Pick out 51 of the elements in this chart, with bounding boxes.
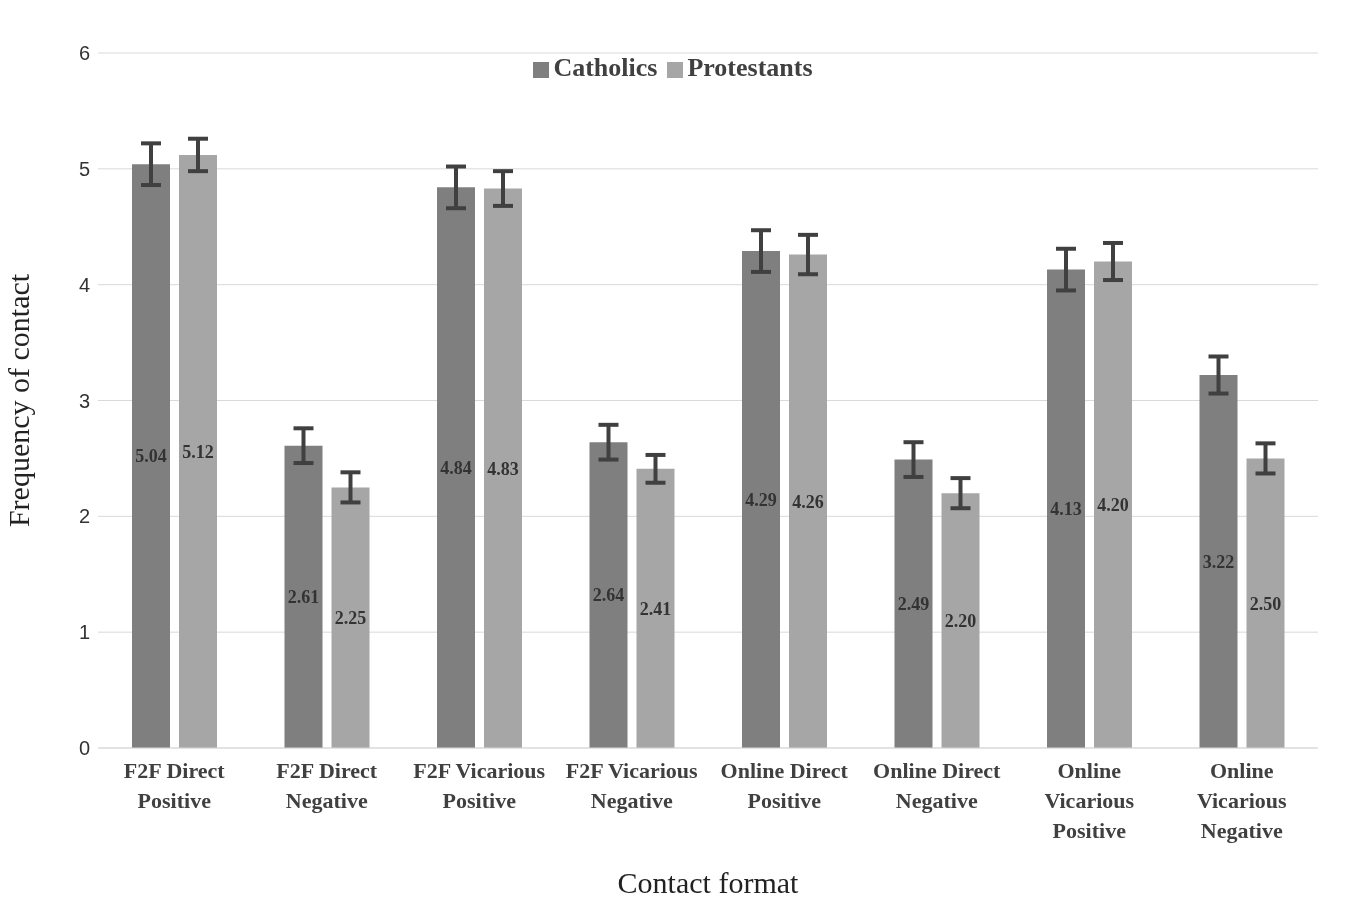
data-label: 2.49 [897,594,930,615]
bar [484,188,522,748]
data-label: 5.12 [182,441,214,462]
y-tick-label: 3 [78,389,90,412]
data-label: 2.25 [334,608,367,629]
bar [742,251,780,748]
bar [331,487,370,748]
y-tick-label: 5 [78,157,90,180]
bar [941,493,980,748]
x-tick-label: F2F Direct Positive [123,758,226,813]
bar [636,468,675,748]
legend-label: Catholics [553,53,658,82]
x-axis-title: Contact format [617,866,800,899]
bar [284,445,323,748]
data-label: 4.29 [745,489,777,510]
bar [179,154,217,748]
x-tick-label: F2F Vicarious Negative [565,758,699,813]
y-tick-label: 0 [78,737,90,760]
data-label: 2.61 [287,587,320,608]
bar [1199,375,1238,748]
bar [789,254,827,748]
legend-label: Protestants [687,53,813,82]
y-tick-label: 2 [78,505,90,528]
y-tick-label: 4 [78,273,90,296]
data-label: 4.26 [792,491,824,512]
data-label: 2.50 [1249,593,1282,614]
x-tick-label: F2F Vicarious Positive [413,758,546,813]
data-label: 4.83 [487,458,519,479]
x-tick-label: Online Direct Positive [720,758,849,813]
y-tick-label: 1 [78,621,90,644]
data-label: 2.64 [592,585,625,606]
data-label: 4.20 [1097,495,1129,516]
bar [1047,269,1085,748]
data-label: 5.04 [135,446,167,467]
bar [1094,261,1132,748]
data-label: 4.13 [1050,499,1082,520]
x-tick-label: Online Vicarious Negative [1196,758,1287,843]
y-tick-label: 6 [78,42,90,65]
x-tick-label: F2F Direct Negative [276,758,378,813]
data-label: 4.84 [440,458,472,479]
bar [894,459,933,748]
data-label: 3.22 [1202,551,1235,572]
bar [132,164,170,748]
x-tick-label: Online Vicarious Positive [1044,758,1135,843]
bar [437,187,475,748]
data-label: 2.20 [944,610,977,631]
bar [1246,458,1285,748]
data-label: 2.41 [639,598,672,619]
y-axis-title: Frequency of contact [1,273,35,528]
bar [589,442,628,748]
x-tick-label: Online Direct Negative [873,758,1002,813]
